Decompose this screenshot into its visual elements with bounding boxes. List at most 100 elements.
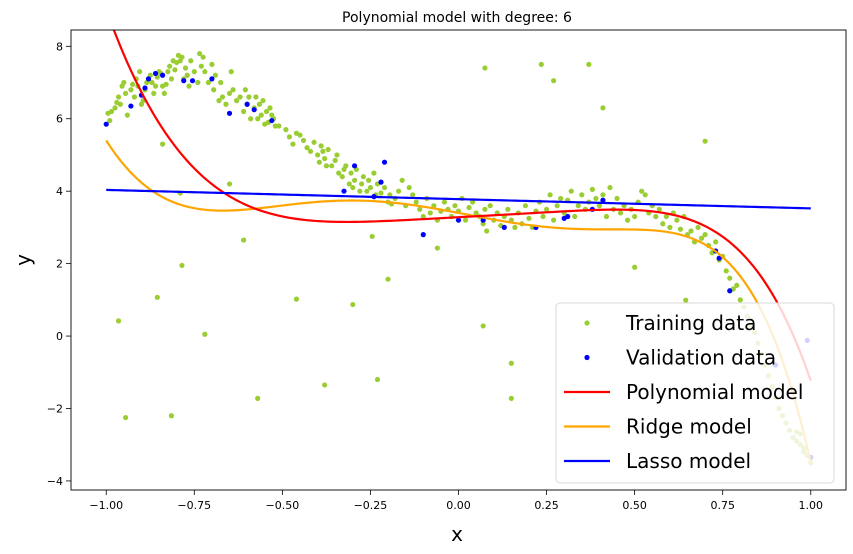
training-point <box>149 79 155 86</box>
x-tick-label: −0.75 <box>177 499 211 512</box>
training-point <box>255 395 261 401</box>
training-point <box>487 203 493 209</box>
training-point <box>462 217 469 223</box>
training-point <box>205 79 211 86</box>
training-point <box>124 112 130 118</box>
training-point <box>248 116 254 122</box>
training-point <box>543 206 550 212</box>
y-tick-label: 8 <box>56 40 63 53</box>
training-point <box>698 235 705 241</box>
training-point <box>304 145 310 151</box>
training-point <box>603 213 610 220</box>
training-point <box>575 203 581 209</box>
training-point <box>482 65 488 71</box>
training-point <box>727 275 733 281</box>
training-point <box>263 108 270 115</box>
training-point <box>441 199 448 205</box>
training-point <box>297 132 303 138</box>
training-point <box>182 65 189 71</box>
y-tick-label: 2 <box>56 258 63 271</box>
training-point <box>593 195 599 202</box>
training-point <box>371 170 377 176</box>
training-point <box>568 188 574 194</box>
training-point <box>632 213 638 220</box>
training-point <box>357 188 363 194</box>
training-point <box>211 87 217 93</box>
model-curves <box>105 30 812 464</box>
y-tick-label: 0 <box>56 330 63 343</box>
training-point <box>332 157 338 163</box>
training-point <box>596 203 603 209</box>
training-point <box>163 81 169 87</box>
training-point <box>198 63 204 69</box>
training-point <box>364 188 370 194</box>
training-point <box>107 117 113 124</box>
training-point <box>151 90 157 96</box>
training-point <box>123 90 129 96</box>
training-point <box>218 79 224 86</box>
training-point <box>607 184 613 191</box>
training-point <box>131 94 138 100</box>
training-point <box>522 203 529 209</box>
validation-point <box>128 103 134 109</box>
validation-point <box>142 85 148 91</box>
training-point <box>508 360 514 366</box>
training-point <box>256 101 263 107</box>
training-point <box>202 331 208 337</box>
training-point <box>154 294 160 300</box>
training-point <box>316 159 322 165</box>
x-tick-label: 0.00 <box>446 499 471 512</box>
training-point <box>184 72 190 78</box>
training-point <box>325 146 331 153</box>
training-point <box>406 184 412 191</box>
training-point <box>242 87 248 93</box>
training-point <box>130 81 136 87</box>
training-point <box>600 105 606 111</box>
training-point <box>246 94 252 100</box>
validation-point <box>727 288 733 294</box>
training-point <box>572 213 578 220</box>
training-point <box>216 98 222 104</box>
validation-point <box>159 72 166 78</box>
training-point <box>200 54 206 60</box>
training-point <box>237 94 243 100</box>
training-point <box>473 210 479 216</box>
training-point <box>228 69 234 75</box>
training-point <box>367 184 374 191</box>
training-point <box>508 395 514 401</box>
legend: Training data Validation data Polynomial m… <box>555 302 835 484</box>
training-point <box>350 184 356 191</box>
training-point <box>360 174 366 180</box>
training-point <box>267 105 273 111</box>
training-point <box>343 163 349 169</box>
training-point <box>255 116 261 122</box>
training-point <box>417 206 423 212</box>
training-point <box>115 94 122 100</box>
training-point <box>115 318 122 324</box>
training-point <box>336 170 342 176</box>
validation-point <box>565 213 571 220</box>
training-point <box>300 137 307 144</box>
training-point <box>168 413 174 419</box>
y-tick-label: −2 <box>47 403 63 416</box>
training-point <box>452 203 458 209</box>
training-point <box>660 221 666 227</box>
training-point <box>168 76 174 82</box>
validation-point <box>152 70 159 77</box>
training-point <box>538 61 544 68</box>
y-axis-ticks: −4 −2 0 2 4 6 8 <box>47 40 71 488</box>
training-point <box>226 90 233 96</box>
training-point <box>320 148 326 154</box>
training-point <box>420 213 426 220</box>
training-point <box>334 152 340 158</box>
training-point <box>283 127 289 133</box>
training-point <box>683 297 689 303</box>
training-point <box>348 170 354 176</box>
plot-frame <box>70 29 847 491</box>
training-point <box>540 213 546 220</box>
legend-marker <box>584 320 590 326</box>
x-tick-label: 1.00 <box>799 499 824 512</box>
training-point <box>387 192 393 198</box>
training-point <box>351 177 358 183</box>
training-point <box>554 203 560 209</box>
